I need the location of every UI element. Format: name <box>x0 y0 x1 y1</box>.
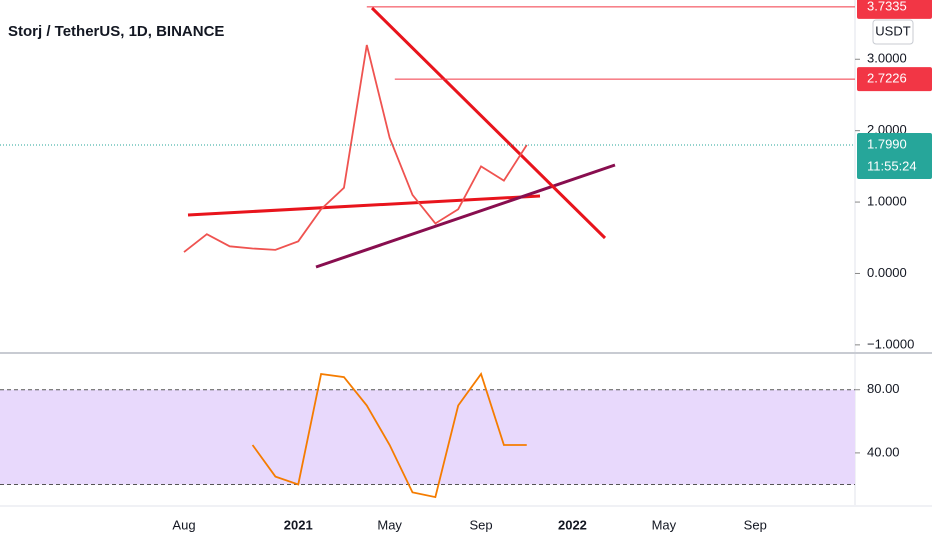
y-tick-label: 0.0000 <box>867 265 907 280</box>
y-tick-label: 3.0000 <box>867 51 907 66</box>
x-tick-label: 2022 <box>558 517 587 532</box>
level-box <box>857 0 932 19</box>
series-line <box>251 371 527 499</box>
trend-line <box>370 6 607 240</box>
chart-title: Storj / TetherUS, 1D, BINANCE <box>8 23 224 40</box>
trend-line <box>187 194 541 217</box>
level-label: 2.7226 <box>867 71 907 86</box>
level-box <box>857 67 932 92</box>
x-tick-label: Aug <box>172 517 195 532</box>
series-line <box>183 44 528 253</box>
countdown: 11:55:24 <box>867 158 917 173</box>
x-tick-label: 2021 <box>284 517 313 532</box>
x-tick-label: Sep <box>744 517 767 532</box>
y-tick-label: 1.0000 <box>867 193 907 208</box>
x-tick-label: Sep <box>469 517 492 532</box>
last-price-box <box>857 133 932 180</box>
trend-line <box>315 163 616 269</box>
currency[interactable]: USDT <box>875 23 910 38</box>
currency-box[interactable] <box>872 19 914 45</box>
last-price-label: 1.7990 <box>867 136 907 151</box>
y-tick-label: 40.00 <box>867 444 900 459</box>
rsi-band <box>0 389 855 485</box>
y-tick-label: −1.0000 <box>867 336 914 351</box>
x-tick-label: May <box>377 517 402 532</box>
y-tick-label: 80.00 <box>867 381 900 396</box>
x-tick-label: May <box>652 517 677 532</box>
level-label: 3.7335 <box>867 0 907 13</box>
